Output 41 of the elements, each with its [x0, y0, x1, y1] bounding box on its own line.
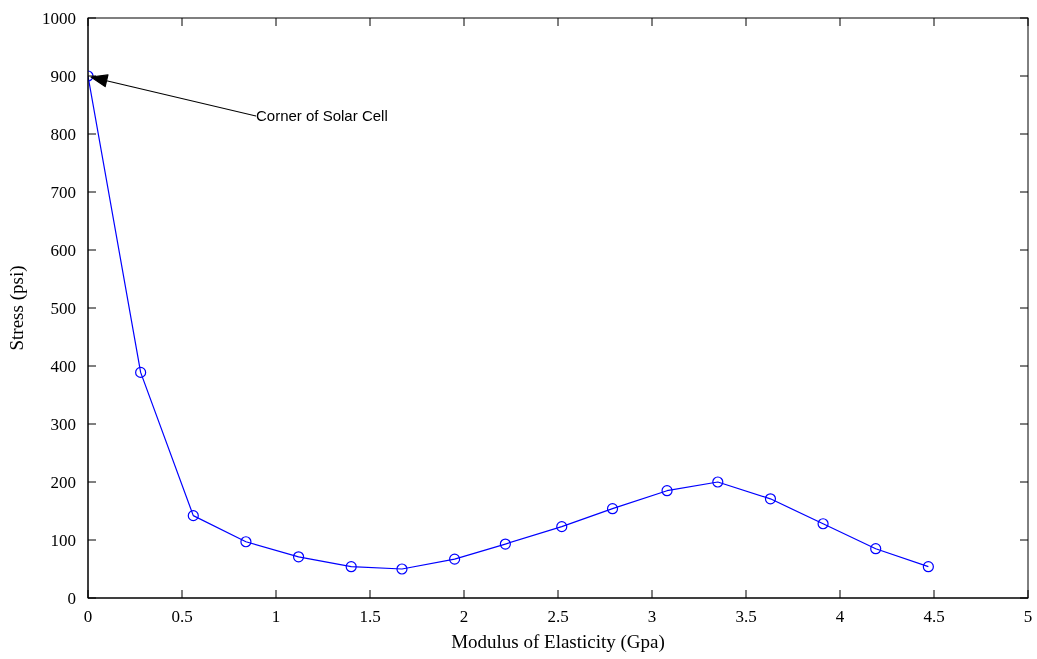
y-tick-label: 800: [50, 125, 76, 145]
y-tick-label: 600: [50, 241, 76, 261]
x-tick-label: 0: [83, 607, 93, 627]
point: [556, 521, 568, 533]
y-tick-label: 300: [50, 415, 76, 435]
point: [712, 476, 724, 488]
annotation: Corner of Solar Cell: [256, 107, 388, 124]
point: [499, 538, 511, 550]
y-tick-label: 500: [50, 299, 76, 319]
y-tick-label: 1000: [42, 9, 76, 29]
x-tick-label: 1: [271, 607, 281, 627]
x-tick-label: 4.5: [923, 607, 945, 627]
y-tick-label: 100: [50, 531, 76, 551]
x-tick-label: 1.5: [359, 607, 381, 627]
y-tick-label: 200: [50, 473, 76, 493]
point: [870, 543, 882, 555]
x-axis-title: Modulus of Elasticity (Gpa): [451, 631, 665, 653]
point: [292, 551, 305, 563]
x-tick-label: 2.5: [547, 607, 569, 627]
point: [764, 493, 777, 505]
point: [345, 561, 357, 573]
point: [187, 510, 199, 522]
y-tick-label: 400: [50, 357, 76, 377]
y-tick-label: 700: [50, 183, 76, 203]
point: [396, 563, 408, 575]
x-tick-label: 3.5: [735, 607, 757, 627]
point: [661, 485, 673, 497]
point: [606, 503, 619, 515]
point: [817, 518, 829, 530]
point: [449, 553, 461, 565]
x-tick-label: 4: [835, 607, 845, 627]
point: [240, 536, 252, 548]
x-tick-label: 5: [1023, 607, 1033, 627]
x-tick-label: 0.5: [171, 607, 193, 627]
x-tick-label: 3: [647, 607, 657, 627]
point: [135, 366, 147, 378]
y-tick-label: 0: [67, 589, 76, 609]
y-axis-title: Stress (psi): [5, 265, 28, 351]
point: [922, 561, 934, 573]
y-tick-label: 900: [50, 67, 76, 87]
x-tick-label: 2: [459, 607, 469, 627]
